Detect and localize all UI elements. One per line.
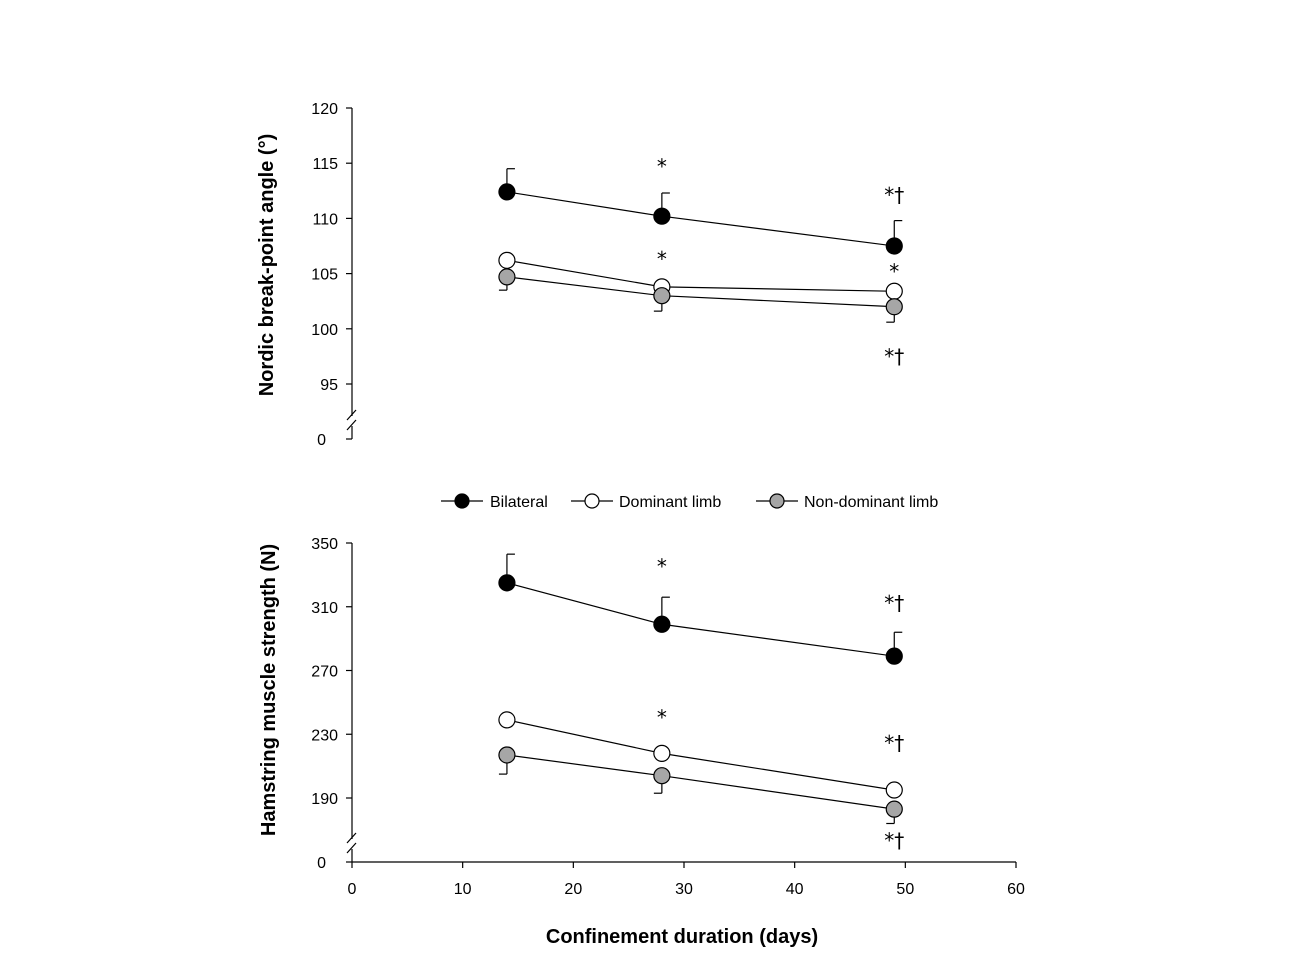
- x-tick-label: 50: [896, 881, 914, 898]
- x-tick-label: 30: [675, 881, 693, 898]
- data-point-non-dominant-limb: [498, 268, 516, 286]
- x-tick-label: 20: [564, 881, 582, 898]
- y-axis-title-top: Nordic break-point angle (°): [256, 134, 278, 396]
- data-point-dominant-limb: [885, 282, 903, 300]
- legend-marker-bilateral: [454, 493, 470, 509]
- data-point-bilateral: [653, 207, 671, 225]
- y-tick-label-top: 100: [311, 322, 338, 339]
- y-tick-label-bottom: 230: [311, 727, 338, 744]
- significance-marker: *: [657, 706, 667, 730]
- x-tick-label: 60: [1007, 881, 1025, 898]
- significance-marker: *: [657, 247, 667, 271]
- data-point-bilateral: [885, 237, 903, 255]
- series-line-dominant-limb: [506, 259, 895, 292]
- panel-nordic-angle: Nordic break-point angle (°) 120 115 110 10…: [256, 101, 904, 449]
- data-point-dominant-limb: [498, 711, 516, 729]
- data-point-dominant-limb: [498, 251, 516, 269]
- significance-marker: *†: [884, 828, 904, 852]
- legend-marker-non-dominant-limb: [769, 493, 785, 509]
- series-line-non-dominant-limb: [506, 276, 895, 308]
- y-tick-label-bottom: 310: [311, 600, 338, 617]
- data-point-non-dominant-limb: [653, 767, 671, 785]
- significance-marker: *†: [884, 344, 904, 368]
- x-axis: Confinement duration (days) 0 10 20 30 40 50 6…: [348, 861, 1025, 948]
- y-tick-label-top: 115: [312, 156, 338, 173]
- x-tick-label: 40: [786, 881, 804, 898]
- significance-marker: *†: [884, 591, 904, 615]
- legend: Bilateral Dominant limb Non-dominant limb: [441, 493, 938, 511]
- series-line-bilateral: [506, 582, 895, 657]
- panel-hamstring-strength: Hamstring muscle strength (N) 350 310 270 2…: [258, 536, 904, 872]
- y-tick-label-top: 95: [320, 377, 338, 394]
- x-tick-label: 10: [454, 881, 472, 898]
- data-point-bilateral: [653, 615, 671, 633]
- significance-marker: *: [657, 554, 667, 578]
- y-tick-label-bottom: 270: [311, 664, 338, 681]
- series-line-bilateral: [506, 191, 895, 247]
- y-axis-title-bottom: Hamstring muscle strength (N): [258, 544, 280, 836]
- data-point-bilateral: [885, 647, 903, 665]
- y-axis-break-mark-top: [346, 409, 357, 421]
- data-point-non-dominant-limb: [885, 800, 903, 818]
- data-point-bilateral: [498, 183, 516, 201]
- y-axis-break-mark-bottom: [346, 832, 357, 844]
- data-point-bilateral: [498, 574, 516, 592]
- legend-marker-dominant-limb: [584, 493, 600, 509]
- significance-marker: *†: [884, 731, 904, 755]
- x-axis-title: Confinement duration (days): [546, 926, 818, 948]
- data-point-dominant-limb: [885, 781, 903, 799]
- data-point-dominant-limb: [653, 744, 671, 762]
- significance-marker: *: [889, 259, 899, 283]
- legend-label: Non-dominant limb: [804, 494, 938, 511]
- data-point-non-dominant-limb: [885, 298, 903, 316]
- y-tick-label-top: 110: [312, 211, 338, 228]
- y-tick-label-zero-top: 0: [317, 432, 326, 449]
- data-point-non-dominant-limb: [653, 287, 671, 305]
- y-axis-break-mark-bottom: [346, 842, 357, 854]
- y-tick-label-top: 105: [311, 267, 338, 284]
- y-tick-label-zero-bottom: 0: [317, 855, 326, 872]
- y-tick-label-bottom: 350: [311, 536, 338, 553]
- significance-marker: *: [657, 154, 667, 178]
- significance-marker: *†: [884, 183, 904, 207]
- y-tick-label-bottom: 190: [311, 791, 338, 808]
- x-tick-label: 0: [348, 881, 357, 898]
- y-tick-label-top: 120: [311, 101, 338, 118]
- legend-label: Bilateral: [490, 494, 548, 511]
- legend-label: Dominant limb: [619, 494, 721, 511]
- series-line-dominant-limb: [506, 719, 895, 791]
- y-axis-break-mark-top: [346, 419, 357, 431]
- data-point-non-dominant-limb: [498, 746, 516, 764]
- series-line-non-dominant-limb: [506, 754, 895, 810]
